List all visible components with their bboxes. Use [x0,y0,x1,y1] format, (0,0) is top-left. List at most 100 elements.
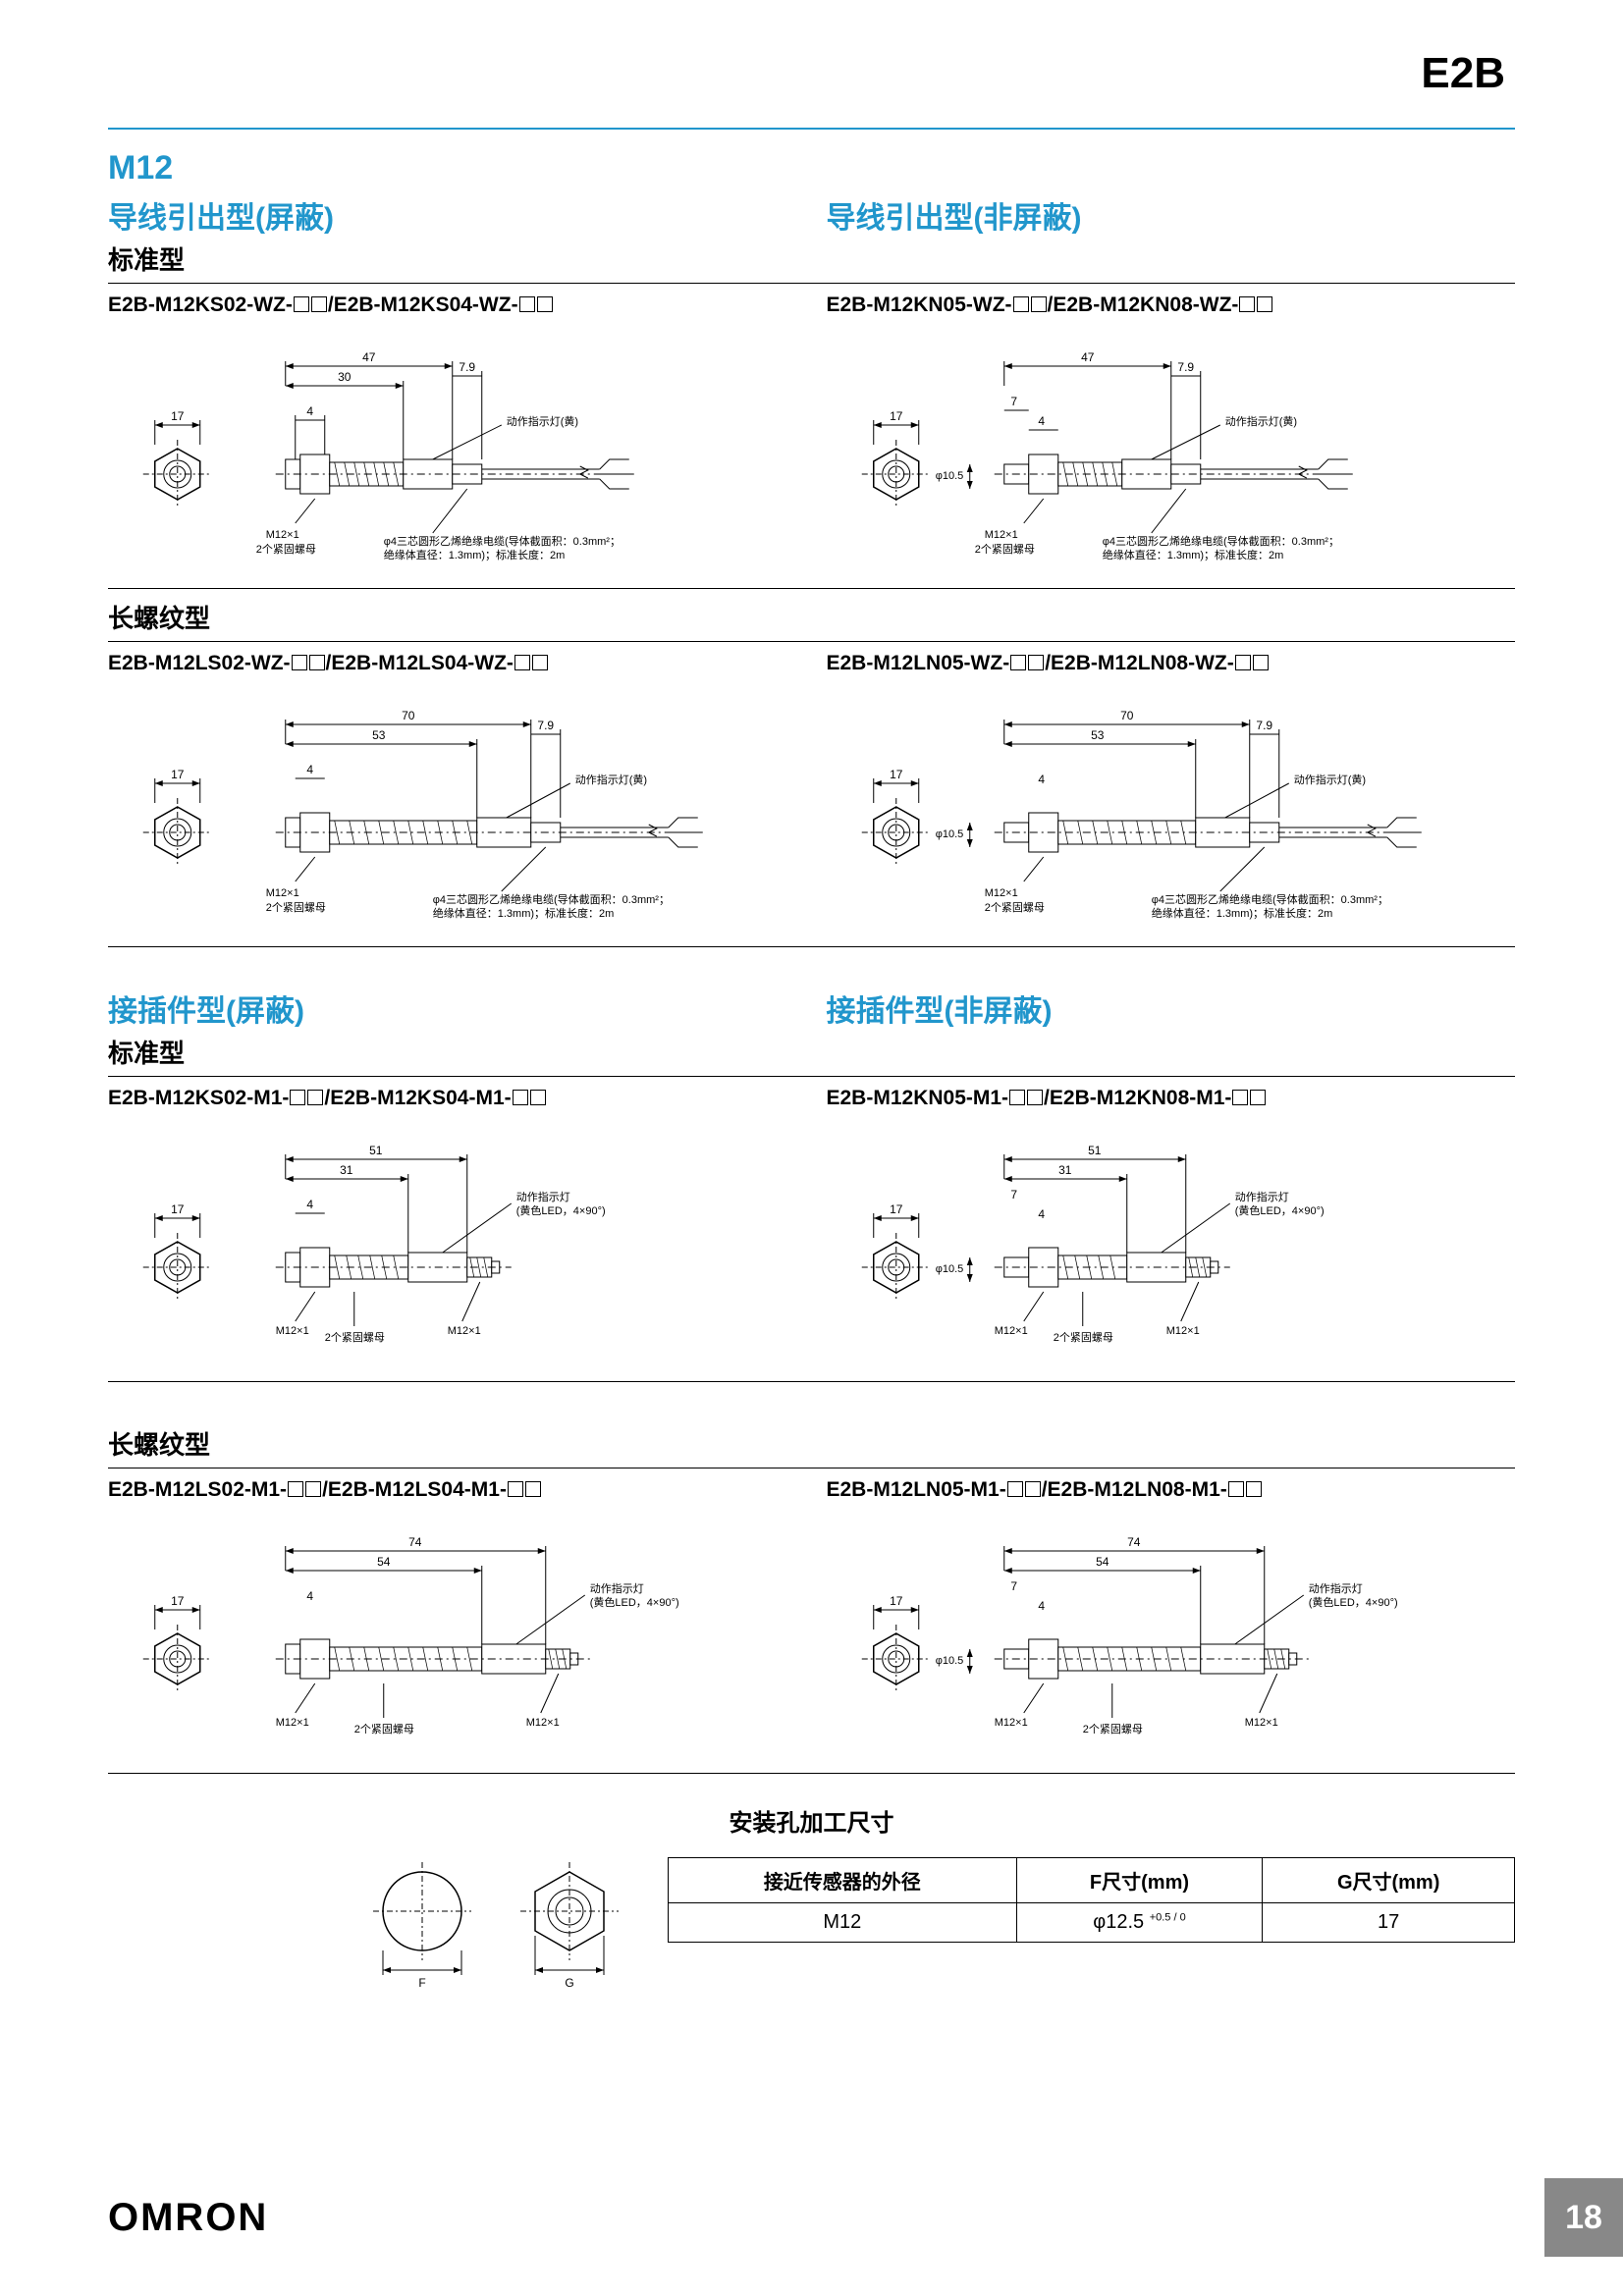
model-text: /E2B-M12KN08-M1- [1044,1087,1231,1109]
svg-text:M12×1: M12×1 [526,1717,560,1729]
svg-text:7.9: 7.9 [537,719,554,732]
svg-text:4: 4 [1038,414,1045,428]
svg-text:2个紧固螺母: 2个紧固螺母 [1082,1723,1142,1735]
table-header: 接近传感器的外径 [669,1858,1017,1903]
svg-text:2个紧固螺母: 2个紧固螺母 [325,1331,385,1344]
svg-text:绝缘体直径：1.3mm)；标准长度：2m: 绝缘体直径：1.3mm)；标准长度：2m [1151,906,1332,920]
divider [108,1076,1515,1077]
subtitle-standard-1: 标准型 [108,240,797,277]
model-r4c2: E2B-M12LN05-M1-/E2B-M12LN08-M1- [827,1478,1516,1502]
svg-text:φ10.5: φ10.5 [935,828,963,840]
model-text: /E2B-M12LS04-WZ- [326,652,514,674]
subtitle-standard-2: 标准型 [108,1034,797,1070]
svg-text:17: 17 [890,1594,903,1608]
svg-text:M12×1: M12×1 [1244,1717,1277,1729]
svg-text:动作指示灯: 动作指示灯 [1308,1581,1362,1595]
model-text: /E2B-M12LS04-M1- [322,1478,507,1501]
svg-text:17: 17 [171,768,185,781]
heading-cable-shielded: 导线引出型(屏蔽) [108,193,797,237]
svg-text:4: 4 [1038,1207,1045,1221]
svg-text:70: 70 [402,709,415,722]
drawing-r3c2: 17 φ10.5 51 31 7 4 [827,1120,1516,1375]
divider [108,946,1515,947]
svg-text:74: 74 [408,1535,422,1549]
drawing-r3c1: 17 51 31 4 [108,1120,797,1375]
svg-text:M12×1: M12×1 [276,1325,309,1337]
model-r1c1: E2B-M12KS02-WZ-/E2B-M12KS04-WZ- [108,294,797,317]
heading-cable-unshielded: 导线引出型(非屏蔽) [827,193,1516,237]
mounting-title: 安装孔加工尺寸 [108,1803,1515,1838]
svg-text:2个紧固螺母: 2个紧固螺母 [266,901,326,914]
svg-text:53: 53 [372,728,386,742]
svg-text:2个紧固螺母: 2个紧固螺母 [1053,1331,1112,1344]
model-text: /E2B-M12KS04-M1- [324,1087,511,1109]
svg-text:动作指示灯(黄): 动作指示灯(黄) [575,773,647,786]
mounting-table: 接近传感器的外径 F尺寸(mm) G尺寸(mm) M12 φ12.5 +0.5 … [668,1857,1515,1943]
svg-text:7.9: 7.9 [1256,719,1272,732]
svg-text:74: 74 [1127,1535,1141,1549]
table-header: F尺寸(mm) [1016,1858,1263,1903]
drawing-r4c1: 17 74 54 4 [108,1512,797,1767]
svg-text:(黄色LED，4×90°): (黄色LED，4×90°) [1308,1595,1397,1609]
svg-text:54: 54 [1096,1555,1109,1569]
drawing-r1c1: 17 47 30 7.9 [108,327,797,582]
svg-text:M12×1: M12×1 [1165,1325,1199,1337]
svg-text:7: 7 [1010,1188,1017,1201]
divider [108,641,1515,642]
subtitle-long-2: 长螺纹型 [108,1425,1515,1462]
model-r3c1: E2B-M12KS02-M1-/E2B-M12KS04-M1- [108,1087,797,1110]
svg-text:4: 4 [306,1198,313,1211]
svg-text:4: 4 [306,1589,313,1603]
model-text: /E2B-M12KS04-WZ- [328,294,518,316]
svg-text:动作指示灯(黄): 动作指示灯(黄) [1293,773,1365,786]
page-number: 18 [1544,2178,1623,2257]
svg-text:17: 17 [890,768,903,781]
svg-text:(黄色LED，4×90°): (黄色LED，4×90°) [590,1595,679,1609]
svg-text:绝缘体直径：1.3mm)；标准长度：2m: 绝缘体直径：1.3mm)；标准长度：2m [433,906,615,920]
svg-text:7: 7 [1010,1579,1017,1593]
table-cell: 17 [1263,1903,1515,1943]
svg-text:4: 4 [306,763,313,776]
svg-text:M12×1: M12×1 [984,529,1017,541]
divider [108,1773,1515,1774]
heading-conn-unshielded: 接插件型(非屏蔽) [827,987,1516,1030]
m12-heading: M12 [108,149,1515,187]
divider [108,1381,1515,1382]
svg-text:7.9: 7.9 [459,360,475,374]
svg-text:M12×1: M12×1 [266,529,299,541]
heading-conn-shielded: 接插件型(屏蔽) [108,987,797,1030]
svg-text:φ10.5: φ10.5 [935,1655,963,1667]
svg-text:动作指示灯: 动作指示灯 [1234,1190,1288,1203]
svg-text:2个紧固螺母: 2个紧固螺母 [974,543,1034,556]
model-text: E2B-M12LS02-M1- [108,1478,287,1501]
svg-text:动作指示灯(黄): 动作指示灯(黄) [1224,414,1296,428]
model-r2c1: E2B-M12LS02-WZ- /E2B-M12LS04-WZ- [108,652,797,675]
svg-text:2个紧固螺母: 2个紧固螺母 [256,543,316,556]
model-r4c1: E2B-M12LS02-M1- /E2B-M12LS04-M1- [108,1478,797,1502]
svg-text:4: 4 [1038,773,1045,786]
svg-text:2个紧固螺母: 2个紧固螺母 [984,901,1044,914]
svg-text:7: 7 [1010,395,1017,408]
mounting-figures: F G [108,1857,628,1995]
svg-text:φ4三芯圆形乙烯绝缘电缆(导体截面积：0.3mm²；: φ4三芯圆形乙烯绝缘电缆(导体截面积：0.3mm²； [433,892,670,906]
drawing-r1c2: 17 φ10.5 47 7.9 7 [827,327,1516,582]
svg-text:M12×1: M12×1 [276,1717,309,1729]
model-text: /E2B-M12KN08-WZ- [1048,294,1239,316]
svg-text:绝缘体直径：1.3mm)；标准长度：2m: 绝缘体直径：1.3mm)；标准长度：2m [1102,548,1283,561]
model-text: E2B-M12LN05-M1- [827,1478,1006,1501]
brand-logo: OMRON [108,2196,268,2240]
model-text: /E2B-M12LN08-WZ- [1045,652,1234,674]
svg-text:31: 31 [340,1163,353,1177]
subtitle-long-1: 长螺纹型 [108,599,1515,635]
top-rule [108,128,1515,130]
model-text: E2B-M12LS02-WZ- [108,652,291,674]
svg-text:绝缘体直径：1.3mm)；标准长度：2m: 绝缘体直径：1.3mm)；标准长度：2m [384,548,566,561]
svg-text:2个紧固螺母: 2个紧固螺母 [354,1723,414,1735]
svg-text:动作指示灯: 动作指示灯 [516,1190,570,1203]
svg-text:17: 17 [171,409,185,423]
divider [108,588,1515,589]
svg-text:4: 4 [306,404,313,418]
svg-text:(黄色LED，4×90°): (黄色LED，4×90°) [1234,1203,1324,1217]
svg-text:17: 17 [890,1202,903,1216]
model-text: E2B-M12LN05-WZ- [827,652,1010,674]
